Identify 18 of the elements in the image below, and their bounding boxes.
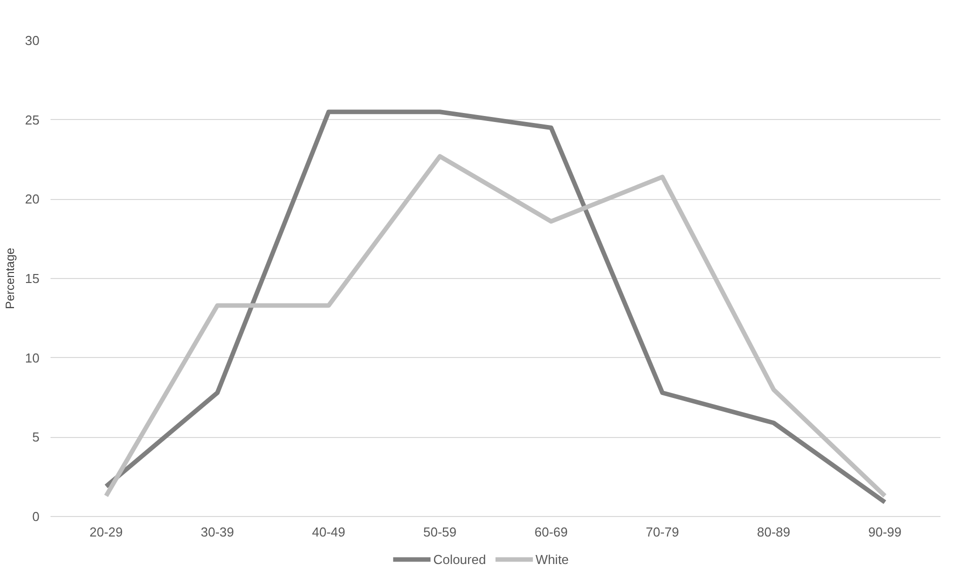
y-axis-title: Percentage [3,247,18,310]
x-tick-label: 80-89 [757,524,790,540]
y-tick-label: 0 [32,509,40,524]
x-tick-label: 90-99 [868,524,902,540]
x-tick-label: 30-39 [200,524,234,540]
legend-label: White [536,552,569,567]
y-tick-label: 25 [25,112,40,128]
x-tick-label: 20-29 [90,524,123,540]
legend-label: Coloured [433,552,486,567]
y-tick-label: 15 [25,271,40,286]
y-tick-label: 30 [25,33,40,48]
x-tick-label: 70-79 [646,524,679,540]
x-tick-label: 40-49 [312,524,346,540]
y-tick-label: 10 [25,350,40,366]
y-tick-label: 5 [32,430,40,445]
x-tick-label: 60-69 [534,524,568,540]
x-tick-label: 50-59 [423,524,456,540]
y-tick-label: 20 [25,192,40,207]
